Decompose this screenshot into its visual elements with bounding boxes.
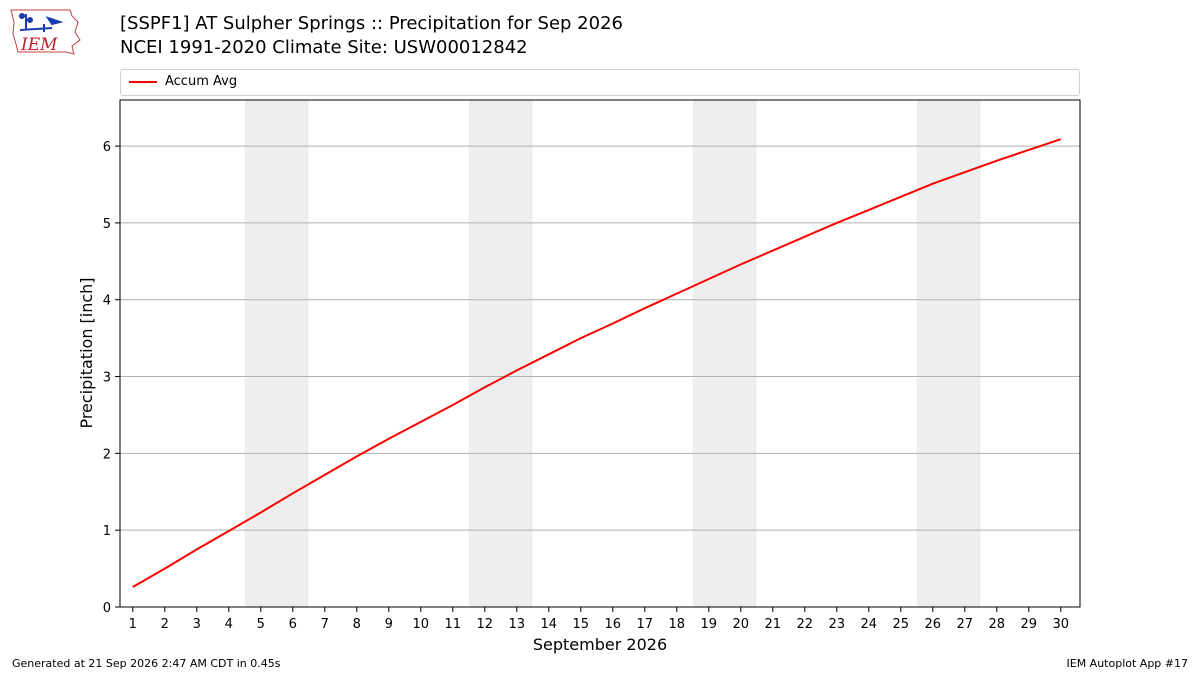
x-tick-label: 8 <box>353 617 361 632</box>
iem-logo: IEM <box>10 9 81 55</box>
chart-title: [SSPF1] AT Sulpher Springs :: Precipitat… <box>120 12 623 60</box>
x-axis-label: September 2026 <box>533 635 667 654</box>
x-tick-label: 10 <box>413 617 430 632</box>
y-tick-label: 0 <box>103 601 111 616</box>
x-tick-label: 25 <box>893 617 910 632</box>
weekend-band <box>468 100 533 607</box>
x-tick-label: 6 <box>289 617 297 632</box>
x-tick-label: 12 <box>477 617 494 632</box>
x-tick-label: 23 <box>829 617 846 632</box>
x-tick-label: 3 <box>193 617 201 632</box>
plot-frame <box>119 99 1081 608</box>
x-tick-label: 2 <box>161 617 169 632</box>
y-tick-label: 5 <box>103 217 111 232</box>
x-tick-label: 15 <box>573 617 590 632</box>
y-tick-label: 3 <box>103 371 111 386</box>
x-tick-label: 13 <box>509 617 526 632</box>
weekend-band <box>916 100 981 607</box>
x-tick-label: 20 <box>733 617 750 632</box>
x-tick-label: 19 <box>701 617 718 632</box>
x-tick-label: 22 <box>797 617 814 632</box>
x-tick-label: 27 <box>957 617 974 632</box>
series-line-accum-avg <box>132 138 1062 588</box>
title-line-1: [SSPF1] AT Sulpher Springs :: Precipitat… <box>120 13 623 34</box>
x-tick-label: 11 <box>445 617 462 632</box>
x-tick-label: 28 <box>989 617 1006 632</box>
y-axis-label: Precipitation [inch] <box>77 277 96 428</box>
footer-app-text: IEM Autoplot App #17 <box>1066 657 1189 670</box>
y-tick-label: 4 <box>103 294 111 309</box>
x-tick-label: 4 <box>225 617 233 632</box>
x-tick-label: 17 <box>637 617 654 632</box>
logo-text: IEM <box>20 35 58 55</box>
x-tick-label: 1 <box>129 617 137 632</box>
legend-line-swatch <box>129 81 157 83</box>
y-tick-label: 2 <box>103 447 111 462</box>
x-tick-label: 24 <box>861 617 878 632</box>
x-tick-label: 18 <box>669 617 686 632</box>
x-tick-label: 26 <box>925 617 942 632</box>
y-tick-label: 6 <box>103 140 111 155</box>
x-tick-label: 21 <box>765 617 782 632</box>
weather-instruments-icon <box>19 13 64 32</box>
x-tick-label: 30 <box>1053 617 1070 632</box>
x-tick-label: 29 <box>1021 617 1038 632</box>
x-tick-label: 16 <box>605 617 622 632</box>
x-tick-label: 7 <box>321 617 329 632</box>
weekend-band <box>692 100 757 607</box>
weekend-band <box>244 100 309 607</box>
y-tick-label: 1 <box>103 524 111 539</box>
footer-generated-text: Generated at 21 Sep 2026 2:47 AM CDT in … <box>12 657 281 670</box>
title-line-2: NCEI 1991-2020 Climate Site: USW00012842 <box>120 37 528 58</box>
x-tick-label: 14 <box>541 617 558 632</box>
legend: Accum Avg <box>120 69 1080 96</box>
legend-label: Accum Avg <box>165 74 238 89</box>
x-tick-label: 9 <box>385 617 393 632</box>
x-tick-label: 5 <box>257 617 265 632</box>
